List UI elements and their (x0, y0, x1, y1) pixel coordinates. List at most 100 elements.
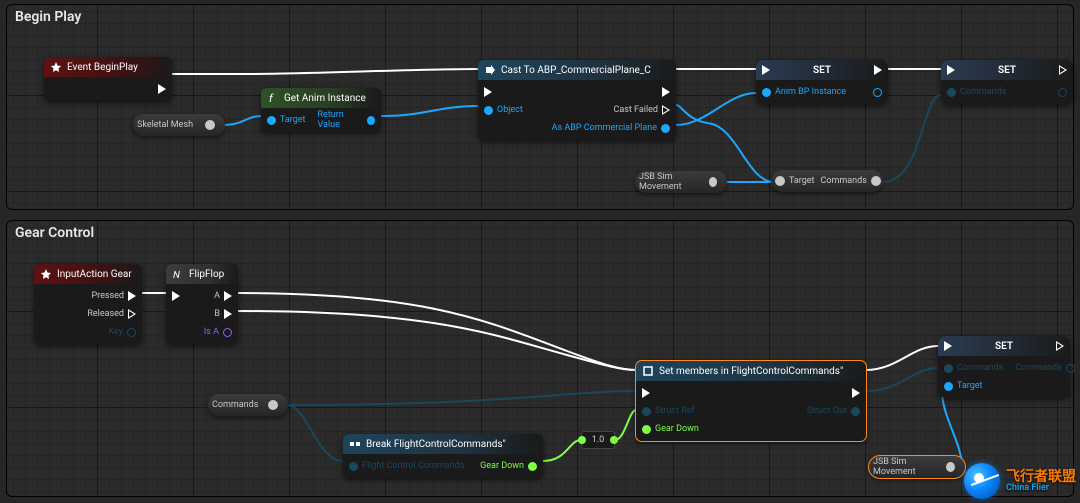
pin-gear-down[interactable]: Gear Down (474, 461, 543, 471)
node-title: SET (813, 65, 831, 76)
node-get-anim-instance[interactable]: f Get Anim Instance Target Return Value (261, 88, 381, 132)
pin-out-value[interactable] (867, 88, 888, 97)
var-label: JSB Sim Movement (873, 457, 940, 477)
exec-in[interactable] (636, 388, 656, 398)
node-title: Break FlightControlCommands" (366, 439, 506, 450)
pin-out-value[interactable] (1052, 88, 1073, 97)
wire (615, 410, 636, 440)
event-icon (40, 268, 52, 280)
pin-a[interactable]: A (208, 291, 238, 301)
field-value: 1.0 (592, 435, 605, 445)
event-icon (50, 61, 62, 73)
pin-out[interactable] (205, 120, 215, 130)
node-title: Get Anim Instance (284, 93, 366, 104)
node-title: Set members in FlightControlCommands" (659, 366, 843, 377)
pin-target[interactable]: Target (775, 176, 815, 186)
function-icon (642, 365, 654, 377)
node-break-flightcontrolcommands[interactable]: Break FlightControlCommands" Flight Cont… (343, 434, 543, 478)
node-event-beginplay[interactable]: Event BeginPlay (44, 57, 172, 101)
exec-out[interactable] (152, 84, 172, 94)
node-title: InputAction Gear (57, 269, 132, 280)
pin-flight-control-commands[interactable]: Flight Control Commands (343, 461, 470, 471)
node-set-commands[interactable]: SET Commands (941, 60, 1073, 104)
var-label: JSB Sim Movement (639, 172, 703, 192)
panel-title: Gear Control (15, 225, 94, 241)
wire (866, 368, 938, 391)
pin-out[interactable] (268, 400, 278, 410)
node-title: SET (995, 341, 1013, 352)
wire (287, 405, 343, 461)
exec-in[interactable] (478, 87, 498, 97)
pin-out[interactable] (610, 436, 618, 444)
node-set-commands-2[interactable]: SET CommandsCommands Target (938, 336, 1070, 398)
float-field[interactable]: 1.0 (581, 431, 615, 449)
pin-as-abp[interactable]: As ABP Commercial Plane (546, 123, 676, 133)
pin-b[interactable]: B (208, 309, 238, 319)
pin-key[interactable]: Key (102, 327, 142, 337)
pin-return-value[interactable]: Return Value (312, 110, 381, 130)
var-commands[interactable]: Commands (208, 394, 288, 416)
pin-target[interactable]: Target (261, 115, 312, 125)
svg-text:N: N (173, 270, 180, 280)
pin-commands-in[interactable]: Commands (938, 363, 1009, 373)
wire (942, 386, 962, 467)
pin-in[interactable] (578, 436, 586, 444)
pin-target[interactable]: Target (938, 381, 989, 391)
node-cast-to-abp[interactable]: Cast To ABP_CommercialPlane_C ObjectCast… (478, 60, 676, 140)
wire (238, 311, 636, 370)
pin-commands[interactable]: Commands (941, 87, 1012, 97)
pin-out[interactable] (946, 462, 955, 472)
pin-struct-ref[interactable]: Struct Ref (636, 406, 701, 416)
pin-struct-out[interactable]: Struct Out (801, 406, 866, 416)
blueprint-root: Begin Play Event BeginPlay Skeletal Mesh (0, 0, 1080, 503)
cast-icon (484, 64, 496, 76)
node-set-anim-bp[interactable]: SET Anim BP Instance (756, 60, 888, 104)
panel-gear-control[interactable]: Gear Control InputAction Gear Pressed Re… (6, 220, 1074, 497)
pin-is-a[interactable]: Is A (198, 327, 238, 337)
pin-commands-out[interactable]: Commands (1009, 363, 1080, 373)
pin-object[interactable]: Object (478, 105, 529, 115)
wire (543, 440, 581, 461)
exec-out[interactable] (656, 87, 676, 97)
wire (225, 116, 261, 125)
break-icon (349, 438, 361, 450)
watermark: 飞行者联盟 China Flier (964, 463, 1076, 499)
wire (172, 69, 478, 74)
wire (238, 293, 636, 370)
wire (883, 95, 941, 182)
wire (287, 391, 636, 405)
var-label: Commands (212, 400, 258, 410)
var-jsb-sim-movement[interactable]: JSB Sim Movement (635, 171, 727, 193)
macro-icon: N (172, 268, 184, 280)
pin-gear-down[interactable]: Gear Down (636, 424, 705, 434)
exec-in[interactable] (166, 291, 186, 301)
pin-anim-bp-instance[interactable]: Anim BP Instance (756, 87, 852, 97)
node-title: Event BeginPlay (67, 62, 138, 73)
pin-cast-failed[interactable]: Cast Failed (607, 105, 676, 115)
exec-out[interactable] (1056, 341, 1064, 351)
exec-out[interactable] (846, 388, 866, 398)
pin-commands[interactable]: Commands (821, 176, 881, 186)
watermark-text: 飞行者联盟 China Flier (1006, 470, 1076, 493)
panel-begin-play[interactable]: Begin Play Event BeginPlay Skeletal Mesh (6, 4, 1074, 210)
var-jsb-sim-movement-2[interactable]: JSB Sim Movement (869, 456, 965, 478)
exec-in[interactable] (944, 341, 952, 351)
node-inputaction-gear[interactable]: InputAction Gear Pressed Released Key (34, 264, 142, 344)
pin-pressed[interactable]: Pressed (85, 291, 142, 301)
exec-in[interactable] (947, 65, 955, 75)
wire (676, 93, 756, 125)
var-skeletal-mesh[interactable]: Skeletal Mesh (133, 114, 225, 136)
panel-title: Begin Play (15, 9, 81, 25)
var-target-commands[interactable]: Target Commands (771, 170, 883, 192)
node-title: SET (998, 65, 1016, 76)
node-set-members-fcc[interactable]: Set members in FlightControlCommands" St… (636, 361, 866, 441)
function-icon: f (267, 92, 279, 104)
watermark-logo-icon (964, 463, 1000, 499)
node-title: FlipFlop (189, 269, 224, 280)
pin-released[interactable]: Released (81, 309, 142, 319)
exec-in[interactable] (762, 65, 770, 75)
pin-out[interactable] (709, 177, 717, 187)
node-flipflop[interactable]: N FlipFlop A B Is A (166, 264, 238, 344)
exec-out[interactable] (1059, 65, 1067, 75)
exec-out[interactable] (874, 65, 882, 75)
